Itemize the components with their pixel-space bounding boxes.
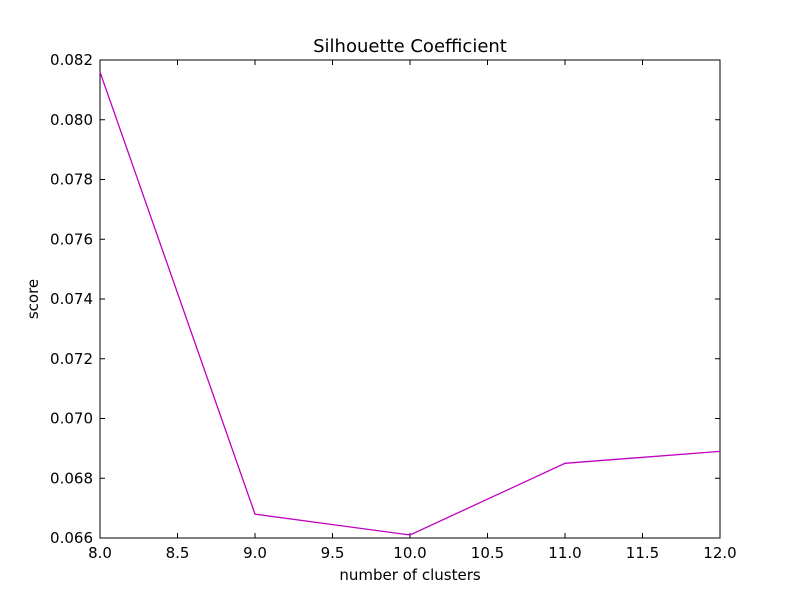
x-tick-label-2: 9.0 [243,544,267,562]
y-axis-label: score [24,279,42,319]
x-axis-label: number of clusters [339,566,481,584]
x-tick-label-1: 8.5 [166,544,190,562]
y-tick-label-7: 0.080 [50,111,93,129]
tick-labels: 8.0 8.5 9.0 9.5 10.0 10.5 11.0 11.5 12.0 0.066 0.0… [50,51,737,562]
y-tick-label-2: 0.070 [50,410,93,428]
y-tick-label-6: 0.078 [50,171,93,189]
y-tick-label-5: 0.076 [50,230,93,248]
plot-area [99,59,721,539]
series-lines [99,71,721,536]
x-tick-label-6: 11.0 [548,544,581,562]
y-tick-label-3: 0.072 [50,350,93,368]
y-tick-label-0: 0.066 [50,529,93,547]
y-tick-label-4: 0.074 [50,290,93,308]
axis-ticks [99,59,721,539]
x-tick-label-7: 11.5 [626,544,659,562]
plot-frame [99,59,721,539]
series-line-0 [99,71,721,536]
x-tick-label-0: 8.0 [88,544,112,562]
x-tick-label-8: 12.0 [703,544,736,562]
y-tick-label-1: 0.068 [50,469,93,487]
x-tick-label-5: 10.5 [471,544,504,562]
x-tick-label-3: 9.5 [321,544,345,562]
x-tick-label-4: 10.0 [393,544,426,562]
y-tick-label-8: 0.082 [50,51,93,69]
chart-title: Silhouette Coefficient [313,36,507,57]
